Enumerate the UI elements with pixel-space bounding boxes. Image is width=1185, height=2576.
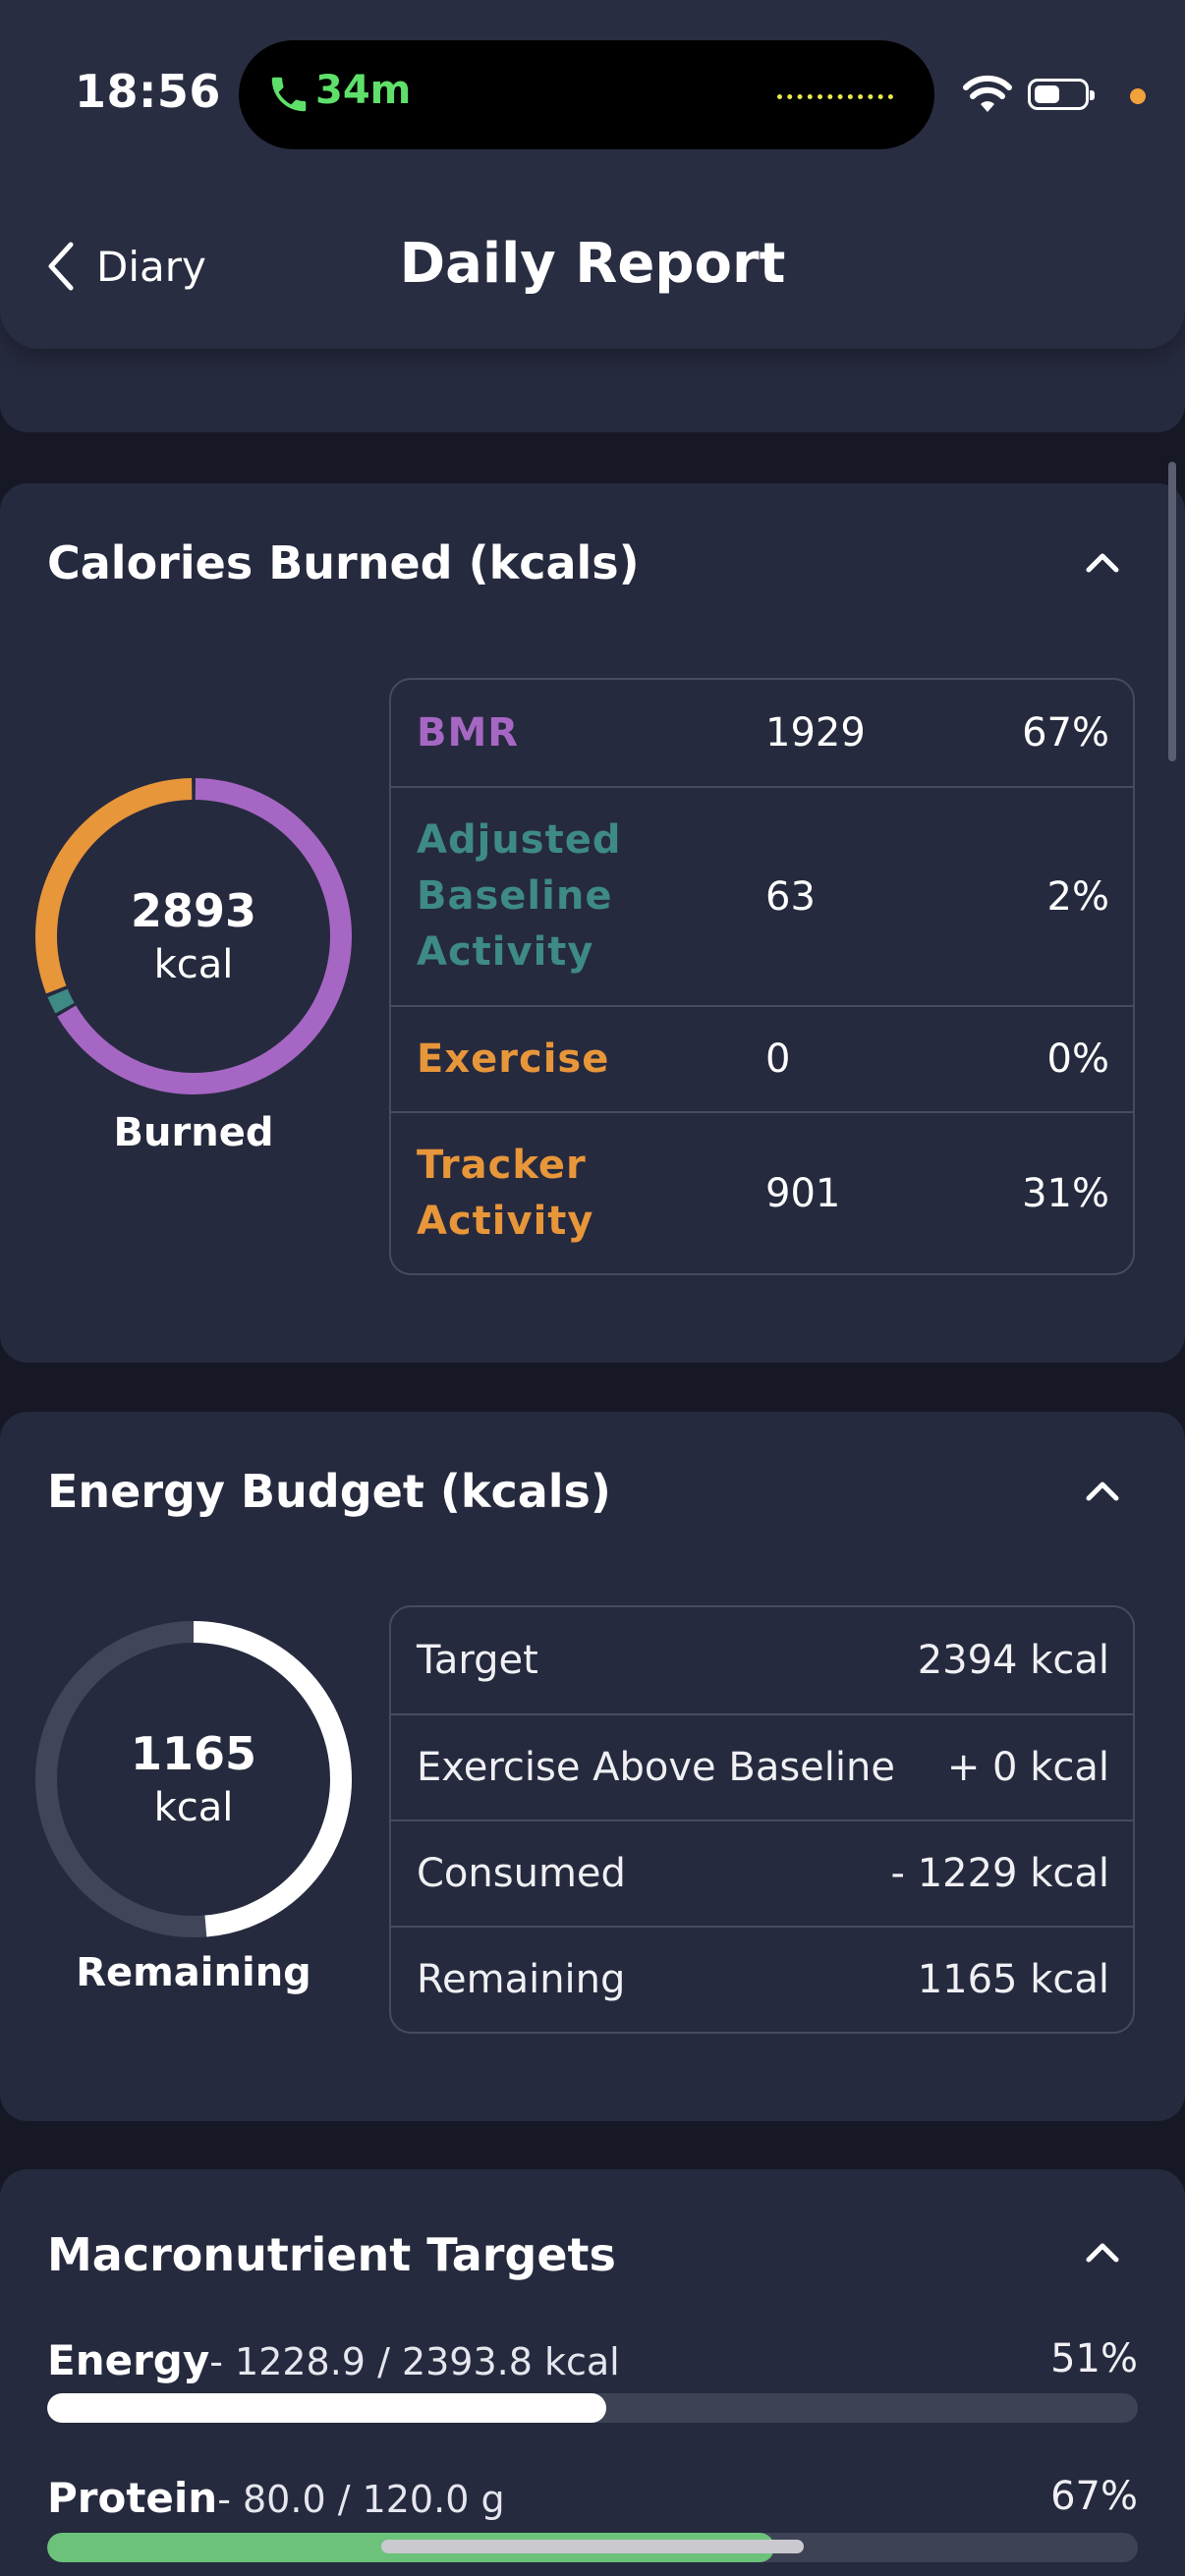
budget-row-remaining: Remaining 1165 kcal (391, 1926, 1133, 2032)
calories-burned-card: Calories Burned (kcals) 2893 kcal Burned… (0, 483, 1185, 1363)
energy-budget-caption: Remaining (76, 1950, 311, 1995)
burn-row-tracker: Tracker Activity 901 31% (391, 1111, 1133, 1273)
audio-waveform (777, 94, 893, 99)
burn-percent: 2% (1046, 873, 1109, 920)
burn-label: Tracker Activity (417, 1142, 594, 1244)
collapse-calories-burned-button[interactable] (1083, 548, 1122, 576)
burn-segment-1 (35, 778, 352, 1094)
privacy-dot-icon (1130, 88, 1146, 104)
energy-budget-card: Energy Budget (kcals) 1165 kcal Remainin… (0, 1412, 1185, 2121)
energy-budget-ring (35, 1621, 352, 1937)
budget-row-exercise: Exercise Above Baseline + 0 kcal (391, 1713, 1133, 1820)
budget-label: Target (417, 1638, 538, 1683)
collapse-macronutrient-button[interactable] (1083, 2238, 1122, 2266)
burn-row-exercise: Exercise 0 0% (391, 1005, 1133, 1111)
budget-label: Exercise Above Baseline (417, 1745, 895, 1790)
chevron-up-icon (1086, 553, 1119, 573)
collapse-energy-budget-button[interactable] (1083, 1477, 1122, 1504)
macro-percent: 67% (1050, 2474, 1138, 2519)
macro-percent: 51% (1050, 2336, 1138, 2381)
energy-progress-bar (47, 2393, 1138, 2423)
energy-budget-center: 1165 kcal (33, 1619, 354, 1939)
budget-remaining-arc (35, 1621, 352, 1937)
burn-label: Adjusted Baseline Activity (417, 817, 622, 975)
budget-label: Remaining (417, 1957, 626, 2002)
burn-label: Exercise (417, 1036, 610, 1082)
call-duration: 34m (315, 68, 412, 113)
home-indicator[interactable] (381, 2540, 804, 2553)
budget-row-consumed: Consumed - 1229 kcal (391, 1820, 1133, 1926)
burn-value: 63 (765, 873, 816, 920)
burn-percent: 31% (1022, 1170, 1109, 1216)
energy-budget-title: Energy Budget (kcals) (47, 1465, 611, 1518)
macronutrient-title: Macronutrient Targets (47, 2228, 616, 2281)
remaining-total: 1165 (130, 1727, 257, 1781)
budget-value: 2394 kcal (917, 1638, 1109, 1683)
wifi-icon (963, 75, 1012, 112)
burn-segment-0 (35, 778, 352, 1094)
energy-budget-table: Target 2394 kcal Exercise Above Baseline… (389, 1605, 1135, 2034)
status-time: 18:56 (75, 65, 221, 118)
budget-value: - 1229 kcal (890, 1851, 1109, 1896)
macro-detail: - 80.0 / 120.0 g (217, 2478, 505, 2521)
calories-burned-total: 2893 (130, 884, 257, 938)
burn-row-baseline: Adjusted Baseline Activity 63 2% (391, 786, 1133, 1005)
budget-value: 1165 kcal (917, 1957, 1109, 2002)
calories-burned-title: Calories Burned (kcals) (47, 536, 640, 589)
burn-row-bmr: BMR 1929 67% (391, 680, 1133, 786)
burn-value: 1929 (765, 710, 866, 756)
calories-burned-unit: kcal (153, 941, 234, 987)
chevron-up-icon (1086, 2243, 1119, 2263)
calories-burned-caption: Burned (113, 1110, 274, 1155)
burn-value: 901 (765, 1170, 841, 1216)
page-title: Daily Report (399, 232, 786, 296)
calories-burned-donut: 2893 kcal (33, 776, 354, 1096)
macro-name: Protein (47, 2474, 218, 2522)
burn-percent: 67% (1022, 710, 1109, 756)
burn-value: 0 (765, 1036, 791, 1082)
scrollbar[interactable] (1168, 462, 1176, 761)
dynamic-island[interactable]: 34m (239, 40, 934, 149)
macro-name: Energy (47, 2336, 210, 2384)
chevron-up-icon (1086, 1482, 1119, 1501)
macronutrient-targets-card: Macronutrient Targets Energy- 1228.9 / 2… (0, 2169, 1185, 2576)
phone-icon (271, 77, 307, 112)
energy-budget-donut: 1165 kcal (33, 1619, 354, 1939)
macro-detail: - 1228.9 / 2393.8 kcal (209, 2340, 620, 2383)
burn-label: BMR (417, 709, 520, 756)
calories-burned-ring (35, 778, 352, 1094)
macro-energy: Energy- 1228.9 / 2393.8 kcal 51% (47, 2336, 1138, 2385)
remaining-unit: kcal (153, 1784, 234, 1830)
macro-protein: Protein- 80.0 / 120.0 g 67% (47, 2474, 1138, 2523)
budget-row-target: Target 2394 kcal (391, 1607, 1133, 1713)
back-label: Diary (96, 242, 206, 291)
battery-nub (1090, 90, 1095, 100)
back-button[interactable]: Diary (43, 232, 206, 301)
chevron-left-icon (48, 242, 74, 291)
battery-icon (1028, 79, 1095, 110)
calories-burned-center: 2893 kcal (33, 776, 354, 1096)
battery-level (1035, 85, 1059, 103)
burn-segment-3 (35, 778, 352, 1094)
budget-label: Consumed (417, 1851, 626, 1896)
calories-burned-table: BMR 1929 67% Adjusted Baseline Activity … (389, 678, 1135, 1275)
energy-progress-fill (47, 2393, 607, 2423)
burn-percent: 0% (1046, 1036, 1109, 1082)
budget-value: + 0 kcal (946, 1745, 1109, 1790)
